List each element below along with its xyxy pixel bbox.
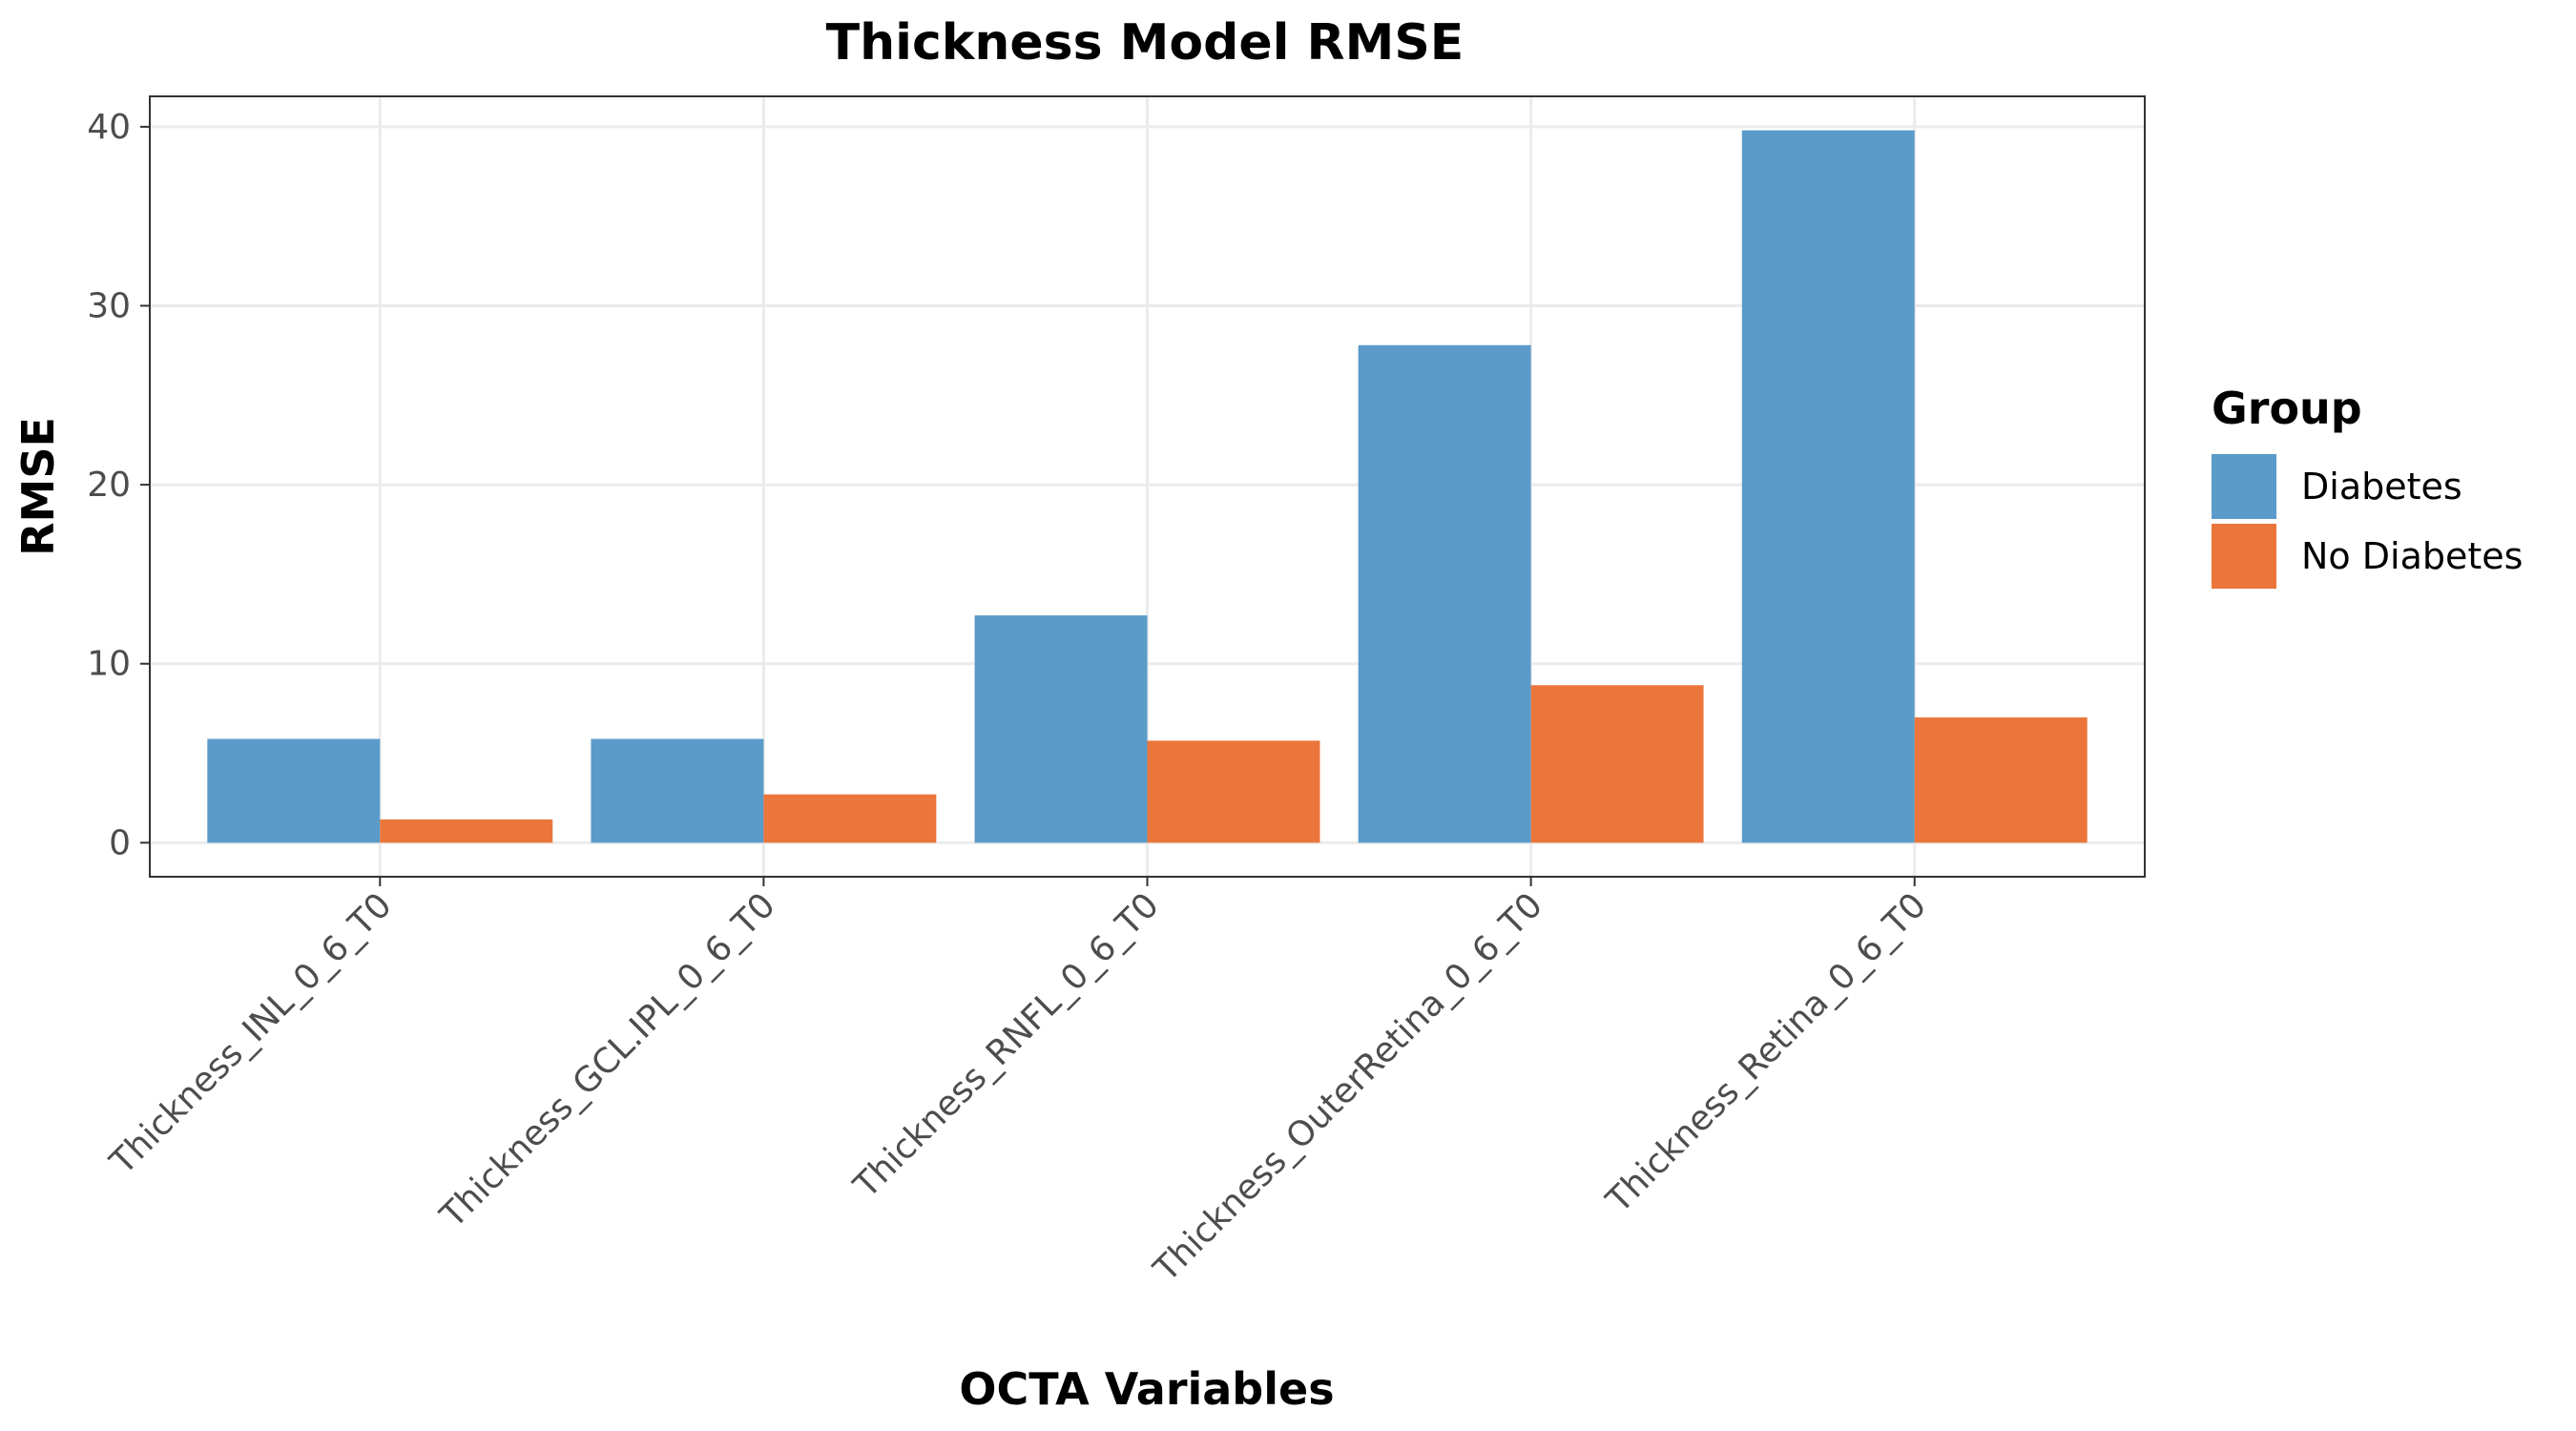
y-tick-label: 30 bbox=[87, 287, 131, 326]
y-tick-label: 0 bbox=[109, 823, 131, 862]
bar-diabetes bbox=[974, 615, 1148, 843]
bar-diabetes bbox=[1358, 344, 1531, 843]
x-tick-label: Thickness_OuterRetina_0_6_T0 bbox=[1146, 885, 1550, 1290]
chart-title: Thickness Model RMSE bbox=[826, 14, 1465, 72]
x-axis: Thickness_INL_0_6_T0 Thickness_GCL.IPL_0_… bbox=[102, 877, 1934, 1290]
bar-diabetes bbox=[207, 738, 381, 843]
legend-swatch bbox=[2212, 454, 2276, 519]
bar-no-diabetes bbox=[763, 794, 937, 843]
bar-diabetes bbox=[1741, 130, 1915, 843]
legend-label: No Diabetes bbox=[2301, 535, 2523, 577]
bar-no-diabetes bbox=[380, 819, 553, 843]
x-axis-title: OCTA Variables bbox=[959, 1363, 1334, 1415]
bars bbox=[207, 130, 2088, 843]
y-axis-title: RMSE bbox=[12, 417, 64, 556]
y-axis: 0 10 20 30 40 bbox=[87, 108, 150, 862]
x-tick-label: Thickness_GCL.IPL_0_6_T0 bbox=[432, 885, 782, 1235]
legend-title: Group bbox=[2212, 383, 2362, 434]
x-tick-label: Thickness_RNFL_0_6_T0 bbox=[846, 885, 1167, 1206]
y-tick-label: 10 bbox=[87, 645, 131, 684]
legend-swatch bbox=[2212, 524, 2276, 589]
bar-no-diabetes bbox=[1530, 685, 1704, 843]
bar-no-diabetes bbox=[1147, 740, 1320, 843]
x-tick-label: Thickness_INL_0_6_T0 bbox=[102, 885, 399, 1182]
bar-no-diabetes bbox=[1914, 717, 2088, 843]
bar-diabetes bbox=[591, 738, 764, 843]
legend-label: Diabetes bbox=[2301, 466, 2462, 508]
legend: Group Diabetes No Diabetes bbox=[2212, 383, 2523, 589]
x-tick-label: Thickness_Retina_0_6_T0 bbox=[1599, 885, 1935, 1221]
y-tick-label: 20 bbox=[87, 466, 131, 505]
y-tick-label: 40 bbox=[87, 108, 131, 147]
